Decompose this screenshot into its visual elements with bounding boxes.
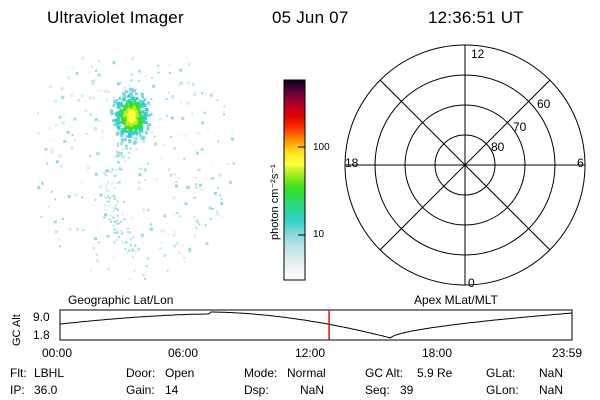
glat-value: NaN: [539, 366, 564, 380]
altitude-plot-frame: [59, 309, 573, 341]
glon-label: GLon:: [486, 383, 519, 397]
image-time: 12:36:51 UT: [428, 8, 524, 27]
time-tick-1800: 18:00: [422, 346, 453, 360]
time-tick-1200: 12:00: [295, 346, 326, 360]
seq-value: 39: [400, 383, 414, 397]
ip-value: 36.0: [34, 383, 58, 397]
alt-axis-label: GC Alt: [11, 314, 23, 346]
colorbar-unit-label: photon cm⁻²s⁻¹: [269, 164, 281, 240]
colorbar-tick-100: 100: [313, 142, 330, 153]
glon-value: NaN: [539, 383, 564, 397]
time-tick-2359: 23:59: [552, 346, 583, 360]
gain-value: 14: [165, 383, 179, 397]
flt-value: LBHL: [34, 366, 65, 380]
altitude-plot: [59, 309, 573, 341]
time-tick-0000: 00:00: [42, 346, 73, 360]
polar-mlt-18: 18: [345, 156, 359, 170]
altitude-curve: [59, 311, 573, 339]
uv-aurora-image: [36, 56, 235, 281]
mode-value: Normal: [287, 366, 326, 380]
dsp-label: Dsp:: [244, 383, 269, 397]
alt-tick-top: 9.0: [33, 310, 50, 324]
left-caption: Geographic Lat/Lon: [68, 293, 174, 307]
dsp-value: NaN: [300, 383, 325, 397]
time-tick-0600: 06:00: [168, 346, 199, 360]
colorbar-tick-10: 10: [313, 229, 325, 240]
door-value: Open: [165, 366, 195, 380]
gain-label: Gain:: [126, 383, 155, 397]
polar-lat-60: 60: [537, 97, 551, 111]
ip-label: IP:: [10, 383, 25, 397]
polar-mlt-12: 12: [471, 47, 485, 61]
instrument-title: Ultraviolet Imager: [47, 8, 184, 27]
door-label: Door:: [126, 366, 156, 380]
polar-mlt-0: 0: [468, 276, 475, 290]
right-caption: Apex MLat/MLT: [414, 293, 498, 307]
polar-lat-70: 70: [513, 120, 527, 134]
flt-label: Flt:: [10, 366, 27, 380]
gcalt-value: 5.9 Re: [417, 366, 453, 380]
polar-lat-80: 80: [491, 140, 505, 154]
polar-mlt-6: 6: [577, 156, 584, 170]
image-date: 05 Jun 07: [272, 8, 349, 27]
polar-grid: [344, 44, 586, 286]
colorbar: [283, 79, 306, 281]
mode-label: Mode:: [244, 366, 278, 380]
alt-tick-bottom: 1.8: [33, 328, 50, 342]
gcalt-label: GC Alt:: [365, 366, 404, 380]
glat-label: GLat:: [486, 366, 516, 380]
seq-label: Seq:: [365, 383, 390, 397]
